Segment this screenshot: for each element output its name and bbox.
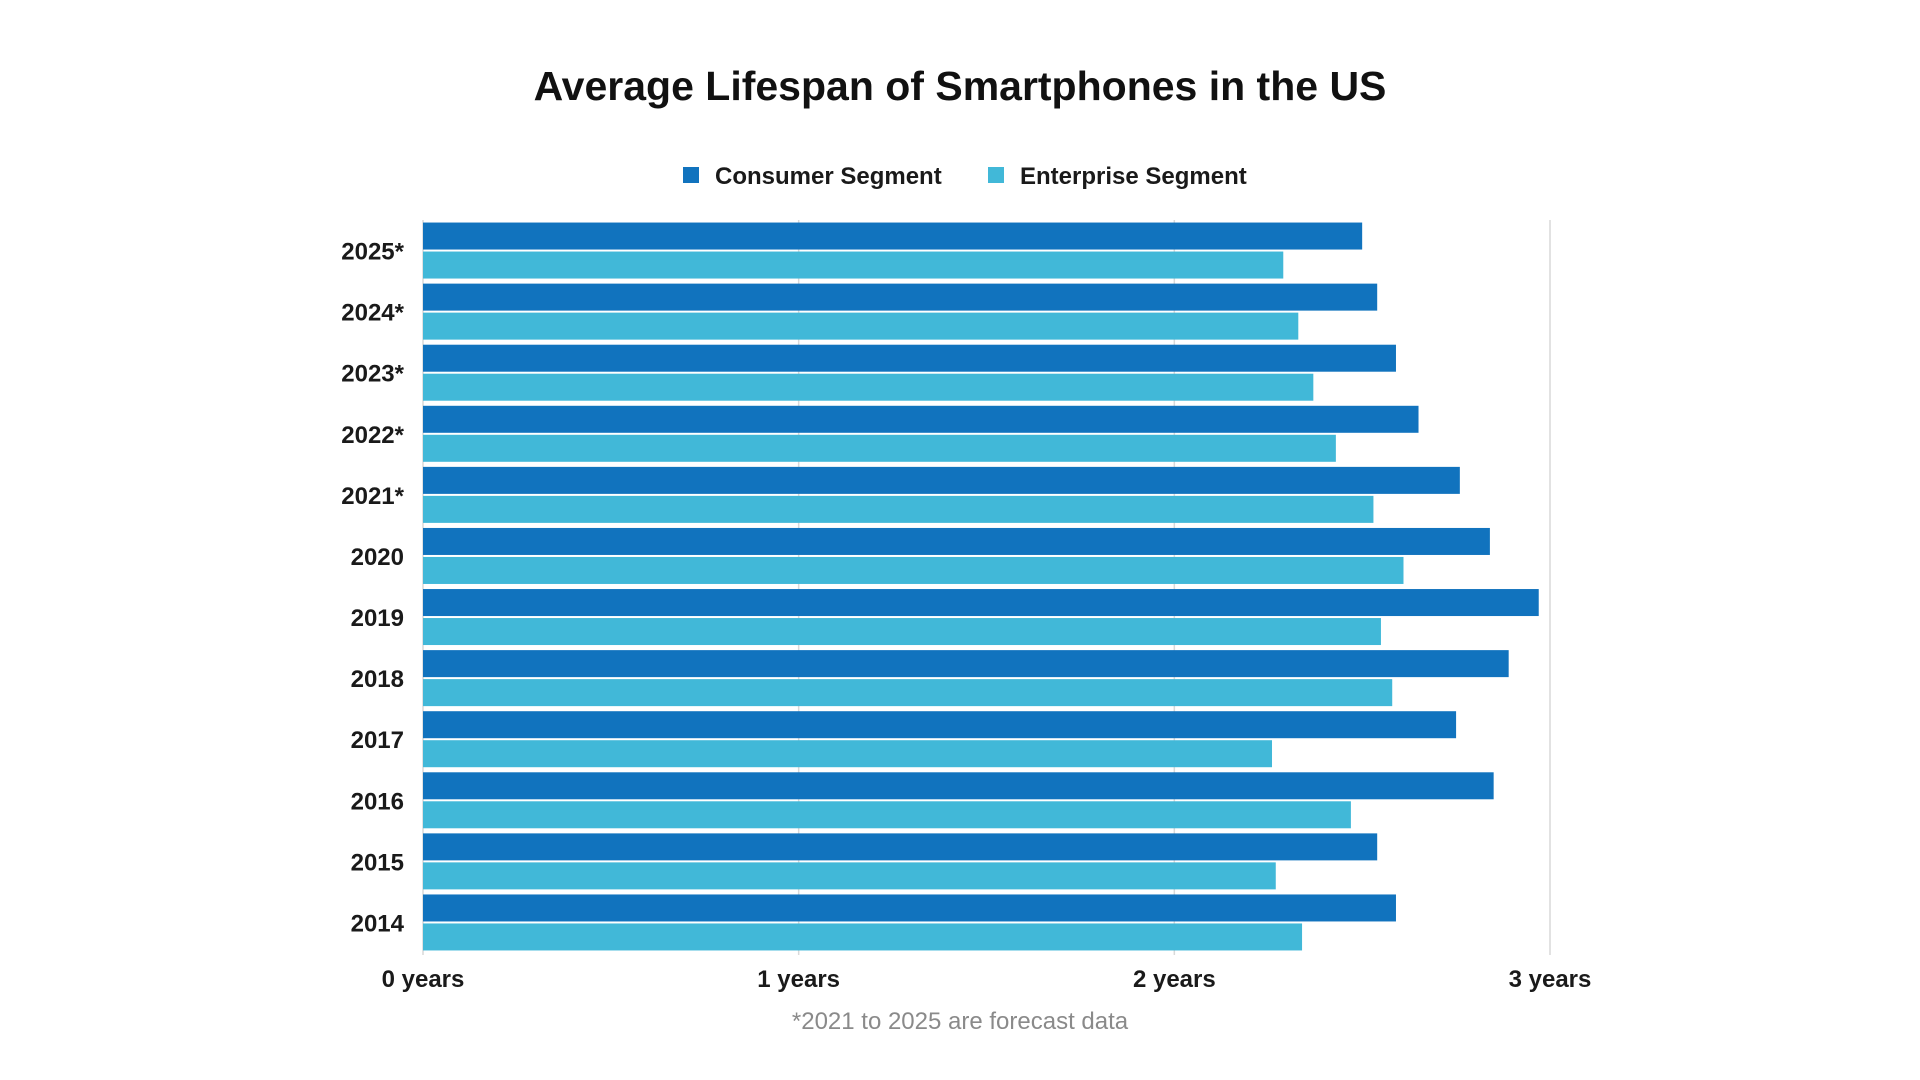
gridlines	[422, 220, 1551, 955]
x-tick-label: 0 years	[382, 966, 465, 993]
y-tick-label: 2014	[351, 910, 405, 937]
bar-enterprise-2024	[423, 312, 1299, 340]
y-tick-label: 2018	[351, 666, 404, 693]
bar-enterprise-2019	[423, 618, 1381, 646]
chart-title: Average Lifespan of Smartphones in the U…	[534, 63, 1387, 109]
bar-enterprise-2021	[423, 495, 1374, 523]
bar-consumer-2022	[423, 405, 1419, 433]
legend-label-consumer: Consumer Segment	[715, 163, 942, 190]
y-tick-label: 2023*	[341, 361, 404, 388]
y-tick-label: 2021*	[341, 483, 404, 510]
bar-enterprise-2025	[423, 251, 1284, 279]
bar-consumer-2018	[423, 650, 1509, 678]
x-tick-label: 3 years	[1509, 966, 1592, 993]
bar-consumer-2014	[423, 894, 1396, 922]
bar-consumer-2015	[423, 833, 1378, 861]
bar-consumer-2017	[423, 711, 1457, 739]
bar-consumer-2019	[423, 589, 1539, 617]
bar-enterprise-2022	[423, 434, 1336, 462]
y-tick-label: 2020	[351, 544, 404, 571]
y-tick-label: 2019	[351, 605, 404, 632]
bar-enterprise-2015	[423, 862, 1276, 890]
y-tick-label: 2015	[351, 849, 404, 876]
bar-consumer-2021	[423, 466, 1460, 494]
bar-consumer-2020	[423, 527, 1490, 555]
y-tick-label: 2025*	[341, 239, 404, 266]
bar-enterprise-2016	[423, 801, 1351, 829]
bar-enterprise-2014	[423, 923, 1303, 951]
y-tick-label: 2022*	[341, 422, 404, 449]
y-tick-label: 2017	[351, 727, 404, 754]
y-axis: 2025* 2024* 2023* 2022* 2021* 2020 2019 2018 201…	[341, 239, 404, 938]
y-tick-label: 2016	[351, 788, 404, 815]
bar-enterprise-2020	[423, 556, 1404, 584]
bars	[423, 222, 1539, 951]
legend-swatch-enterprise	[988, 167, 1004, 183]
x-tick-label: 1 years	[757, 966, 840, 993]
legend: Consumer Segment Enterprise Segment	[683, 163, 1247, 190]
legend-label-enterprise: Enterprise Segment	[1020, 163, 1247, 190]
x-tick-label: 2 years	[1133, 966, 1216, 993]
y-tick-label: 2024*	[341, 300, 404, 327]
legend-swatch-consumer	[683, 167, 699, 183]
bar-consumer-2023	[423, 344, 1396, 372]
bar-consumer-2016	[423, 772, 1494, 800]
bar-consumer-2024	[423, 283, 1378, 311]
x-axis: 0 years 1 years 2 years 3 years	[382, 966, 1592, 993]
footnote: *2021 to 2025 are forecast data	[792, 1008, 1129, 1035]
bar-consumer-2025	[423, 222, 1363, 250]
bar-enterprise-2018	[423, 679, 1393, 707]
bar-enterprise-2023	[423, 373, 1314, 401]
bar-enterprise-2017	[423, 740, 1273, 768]
